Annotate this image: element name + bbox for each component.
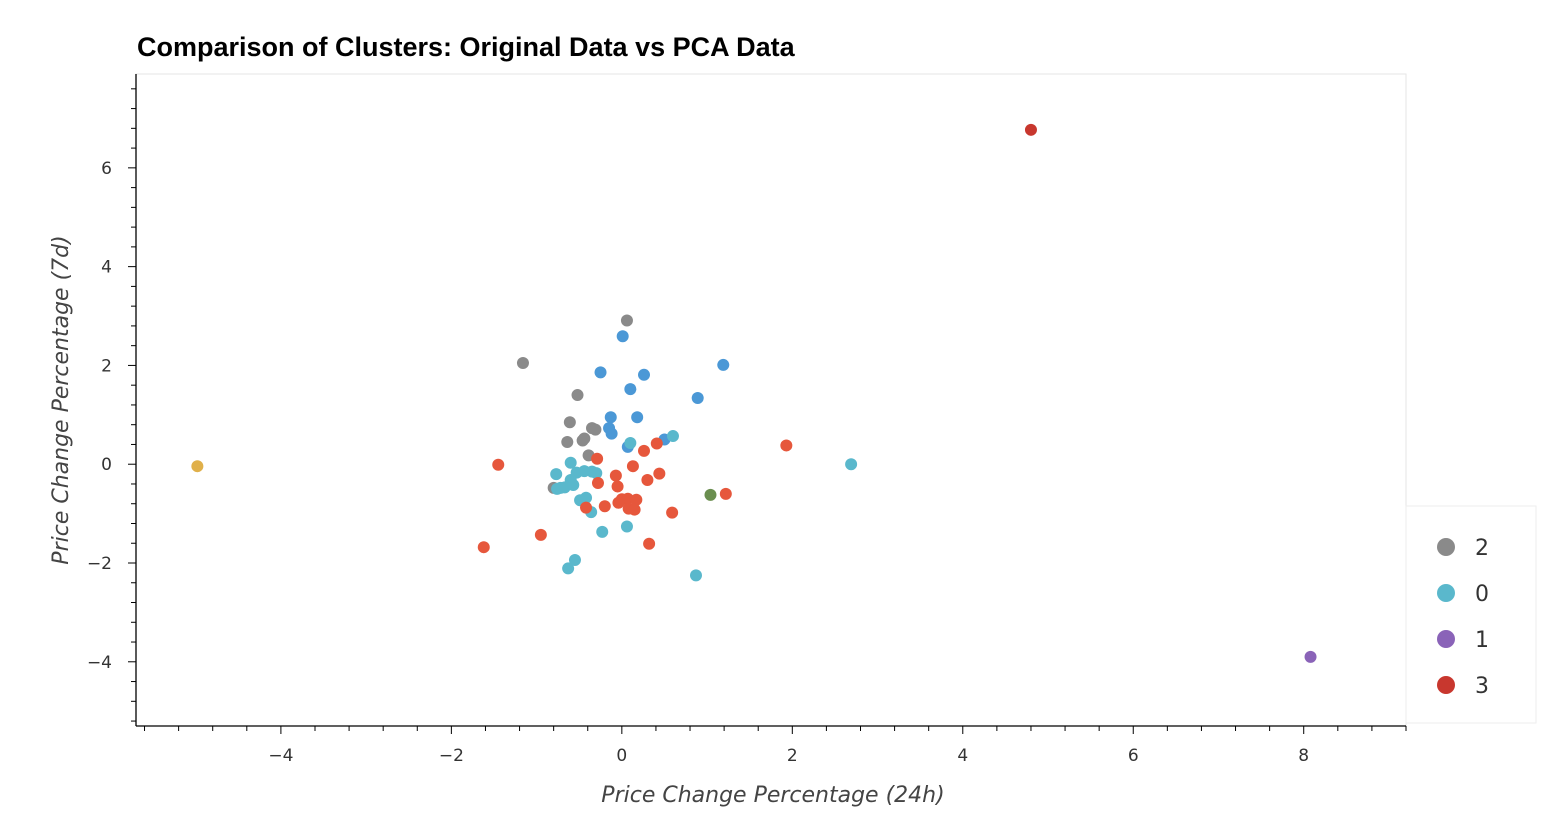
data-point <box>598 500 611 513</box>
x-tick-label: 2 <box>787 746 798 766</box>
data-point <box>612 496 625 509</box>
data-point <box>580 501 593 514</box>
legend-label: 3 <box>1475 674 1489 699</box>
x-tick-label: −4 <box>268 746 293 766</box>
y-tick-label: 6 <box>101 159 112 179</box>
data-point <box>666 506 679 519</box>
data-point <box>666 430 679 443</box>
y-tick-label: 4 <box>101 258 112 278</box>
data-point <box>605 427 618 440</box>
legend-label: 0 <box>1475 582 1489 607</box>
legend-label: 1 <box>1475 628 1489 653</box>
data-point <box>567 478 580 491</box>
data-point <box>650 437 663 450</box>
data-point <box>551 482 564 495</box>
data-point <box>616 330 629 343</box>
x-axis-ticks <box>144 726 1407 734</box>
data-point <box>631 411 644 424</box>
data-point <box>492 458 505 471</box>
data-point <box>624 383 637 396</box>
x-tick-label: −2 <box>439 746 464 766</box>
data-point <box>596 525 609 538</box>
data-point <box>780 439 793 452</box>
y-tick-label: −4 <box>87 653 112 673</box>
data-point <box>477 541 490 554</box>
data-point <box>516 356 529 369</box>
x-axis-tick-labels: −4 −2 0 2 4 6 8 <box>268 746 1309 766</box>
data-point <box>534 528 547 541</box>
y-tick-label: −2 <box>87 554 112 574</box>
y-axis-label: Price Change Percentage (7d) <box>49 235 74 564</box>
data-point <box>591 452 604 465</box>
data-point <box>691 392 704 405</box>
data-point <box>589 423 602 436</box>
data-point <box>643 537 656 550</box>
legend-marker <box>1437 538 1455 556</box>
data-point <box>1024 123 1037 136</box>
data-point <box>620 314 633 327</box>
legend-marker <box>1437 676 1455 694</box>
data-point <box>620 520 633 533</box>
plot-frame <box>135 73 1407 727</box>
y-tick-label: 0 <box>101 455 112 475</box>
data-point <box>591 476 604 489</box>
data-point <box>576 434 589 447</box>
data-point <box>626 460 639 473</box>
x-tick-label: 4 <box>957 746 968 766</box>
data-point <box>594 366 607 379</box>
x-tick-label: 6 <box>1128 746 1139 766</box>
data-point <box>191 460 204 473</box>
data-point <box>590 467 603 480</box>
data-point <box>568 554 581 567</box>
data-point <box>653 467 666 480</box>
chart-title: Comparison of Clusters: Original Data vs… <box>137 32 796 62</box>
y-tick-label: 2 <box>101 356 112 376</box>
data-point <box>638 368 650 381</box>
data-point <box>638 444 650 457</box>
data-point <box>689 569 702 582</box>
data-point <box>717 358 730 371</box>
data-point <box>561 435 574 448</box>
legend-marker <box>1437 630 1455 648</box>
data-point <box>604 411 617 424</box>
x-axis-label: Price Change Percentage (24h) <box>601 783 944 808</box>
y-axis-tick-labels: −4 −2 0 2 4 6 <box>87 159 112 673</box>
data-point <box>563 416 576 429</box>
data-point <box>564 456 577 469</box>
data-point <box>611 480 624 493</box>
data-point <box>628 503 641 516</box>
data-point <box>1304 650 1317 663</box>
data-point <box>571 389 584 402</box>
data-point <box>562 562 575 575</box>
x-tick-label: 0 <box>616 746 627 766</box>
legend-box <box>1405 505 1537 724</box>
data-point <box>550 468 563 481</box>
data-point <box>641 474 654 487</box>
y-axis-ticks <box>128 88 136 722</box>
data-point <box>845 458 858 471</box>
legend-label: 2 <box>1475 536 1489 561</box>
data-point <box>719 487 732 500</box>
data-point <box>624 436 637 449</box>
legend-marker <box>1437 584 1455 602</box>
x-tick-label: 8 <box>1298 746 1309 766</box>
data-points <box>191 123 1317 663</box>
data-point <box>704 488 717 501</box>
data-point <box>609 469 622 482</box>
data-point <box>630 493 643 506</box>
